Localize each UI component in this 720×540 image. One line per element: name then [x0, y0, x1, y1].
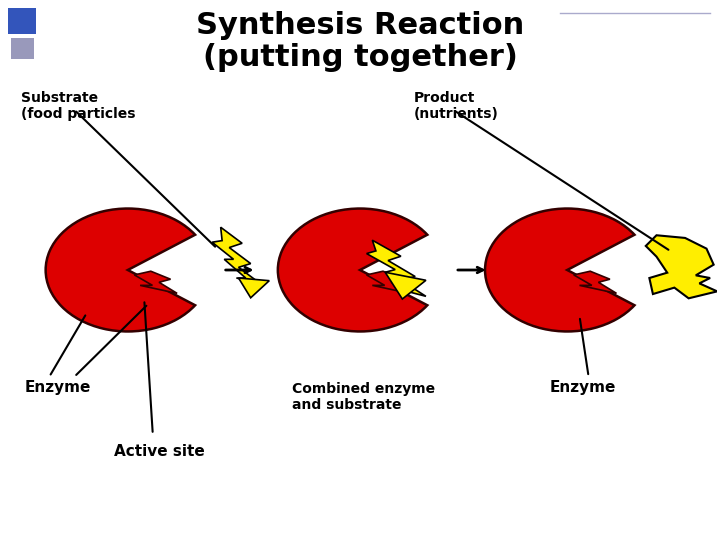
- Polygon shape: [135, 271, 177, 293]
- Text: Active site: Active site: [114, 444, 204, 458]
- Polygon shape: [212, 227, 260, 284]
- Polygon shape: [366, 271, 409, 293]
- Text: Substrate
(food particles: Substrate (food particles: [21, 91, 135, 121]
- Polygon shape: [574, 271, 616, 293]
- Polygon shape: [385, 272, 426, 299]
- Wedge shape: [278, 208, 427, 332]
- Wedge shape: [45, 208, 195, 332]
- Polygon shape: [646, 235, 717, 298]
- FancyBboxPatch shape: [12, 37, 35, 59]
- Text: Combined enzyme
and substrate: Combined enzyme and substrate: [292, 382, 436, 413]
- Text: Synthesis Reaction
(putting together): Synthesis Reaction (putting together): [196, 11, 524, 72]
- Text: Product
(nutrients): Product (nutrients): [413, 91, 498, 121]
- Wedge shape: [485, 208, 634, 332]
- FancyBboxPatch shape: [9, 8, 36, 34]
- Polygon shape: [366, 240, 426, 296]
- Text: Enzyme: Enzyme: [24, 380, 91, 395]
- Text: Enzyme: Enzyme: [549, 380, 616, 395]
- Polygon shape: [238, 278, 269, 298]
